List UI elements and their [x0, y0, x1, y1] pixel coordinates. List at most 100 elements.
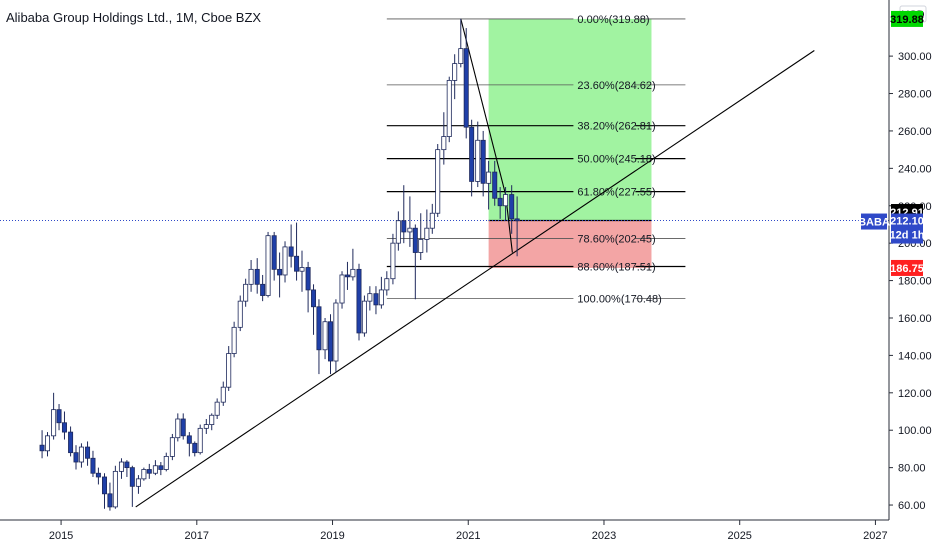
- candle: [384, 271, 390, 296]
- y-tick-label: 240.00: [898, 163, 932, 175]
- candle-body: [435, 149, 441, 214]
- x-tick-label: 2023: [592, 530, 616, 542]
- candle: [469, 119, 475, 197]
- candle-body: [395, 220, 401, 244]
- y-tick-label: 160.00: [898, 313, 932, 325]
- candle: [237, 295, 243, 332]
- candle-body: [361, 300, 367, 334]
- candle-body: [503, 194, 509, 207]
- candle: [339, 271, 345, 309]
- fib-level-label: 50.00%(245.18): [577, 154, 655, 166]
- y-tick-label: 280.00: [898, 89, 932, 101]
- fib-level-label: 0.00%(319.88): [577, 14, 649, 26]
- candle-body: [271, 235, 277, 270]
- fib-level-label: 78.60%(202.45): [577, 234, 655, 246]
- candle-body: [344, 274, 350, 278]
- fibonacci-retracement[interactable]: 0.00%(319.88) 23.60%(284.62) 38.20%(262.81…: [386, 14, 686, 305]
- candle: [95, 467, 101, 485]
- candle: [356, 263, 362, 341]
- candle: [39, 430, 45, 459]
- candle-body: [424, 227, 430, 240]
- y-tick-label: 100.00: [898, 425, 932, 437]
- y-tick-label: 180.00: [898, 276, 932, 288]
- candle-body: [509, 194, 515, 220]
- candle: [192, 441, 198, 457]
- candle-body: [463, 48, 469, 128]
- candle-body: [260, 283, 266, 296]
- candle: [141, 467, 147, 481]
- current-price-text: 212.10: [890, 216, 924, 228]
- candle: [265, 231, 271, 298]
- x-tick-label: 2025: [727, 530, 751, 542]
- candle-body: [243, 283, 249, 302]
- candle: [163, 452, 169, 472]
- candle-body: [333, 302, 339, 362]
- candle-body: [95, 472, 101, 478]
- candle: [129, 465, 135, 507]
- stop-price-badge: 186.75: [890, 259, 924, 276]
- candle: [299, 250, 305, 292]
- candle-body: [305, 267, 311, 291]
- support-trendline[interactable]: [135, 50, 815, 508]
- stop-price-badge-text: 186.75: [890, 263, 924, 275]
- candle: [509, 185, 515, 234]
- candle: [486, 160, 492, 210]
- risk-zone[interactable]: [488, 220, 652, 268]
- candle-body: [373, 293, 379, 306]
- target-price-badge: 319.88: [890, 10, 924, 27]
- candle: [214, 398, 220, 419]
- candle-body: [129, 467, 135, 487]
- candle: [480, 130, 486, 197]
- candle: [344, 261, 350, 290]
- candle-body: [112, 470, 118, 508]
- x-axis-ticks[interactable]: 2015 2017 2019 2021 2023 2025 2027: [49, 520, 888, 542]
- y-tick-label: 140.00: [898, 350, 932, 362]
- candle-body: [186, 435, 192, 444]
- candle-body: [102, 476, 108, 495]
- candle: [197, 424, 203, 455]
- candle: [260, 274, 266, 302]
- candle-body: [214, 401, 220, 416]
- candle: [475, 121, 481, 188]
- candle: [418, 213, 424, 260]
- candle-body: [407, 227, 413, 233]
- fib-level-label: 38.20%(262.81): [577, 121, 655, 133]
- candle: [51, 392, 57, 440]
- candle: [503, 187, 509, 221]
- candle-body: [350, 268, 356, 278]
- y-tick-label: 120.00: [898, 388, 932, 400]
- candle-body: [231, 326, 237, 354]
- position-zones: [488, 18, 652, 268]
- candle: [152, 460, 158, 476]
- trendlines[interactable]: [135, 18, 815, 508]
- candle-body: [390, 242, 396, 280]
- candle-body: [158, 465, 164, 470]
- candle-body: [452, 63, 458, 81]
- candle: [124, 460, 130, 477]
- y-tick-label: 260.00: [898, 126, 932, 138]
- candle-body: [469, 126, 475, 182]
- reward-zone[interactable]: [488, 18, 652, 221]
- candle-body: [237, 300, 243, 328]
- candle: [78, 443, 84, 468]
- candle: [61, 411, 67, 440]
- candle: [158, 462, 164, 476]
- fib-level-label: 61.80%(227.55): [577, 187, 655, 199]
- candle-body: [356, 268, 362, 334]
- candle: [118, 458, 124, 479]
- candle: [243, 278, 249, 307]
- candle-body: [220, 386, 226, 403]
- candle: [220, 381, 226, 406]
- candle-body: [486, 171, 492, 184]
- candle-body: [180, 418, 186, 437]
- candle: [90, 450, 96, 477]
- candle-body: [316, 306, 322, 351]
- candle: [373, 286, 379, 315]
- candle-body: [141, 469, 147, 480]
- candle: [203, 418, 209, 434]
- candle: [452, 54, 458, 100]
- y-axis-ticks[interactable]: 60.00 80.00 100.00 120.00 140.00 160.00 180.00…: [889, 51, 932, 512]
- candle-body: [446, 80, 452, 137]
- candle: [68, 426, 74, 457]
